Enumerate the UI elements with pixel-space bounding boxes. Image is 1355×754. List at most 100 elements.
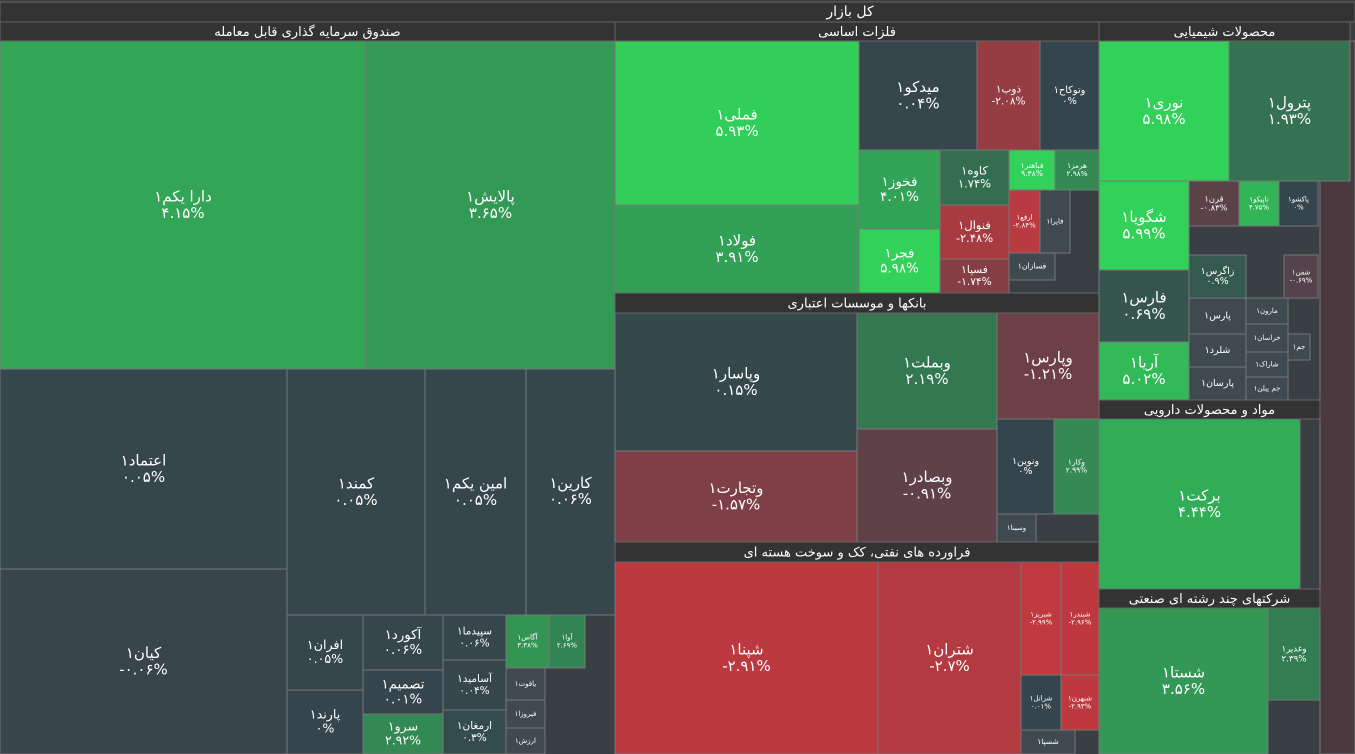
tile-change: ۵.۰۲% bbox=[1122, 370, 1165, 388]
tile-name: پارس۱ bbox=[1204, 311, 1231, 322]
tile-change: -۰.۸۳% bbox=[1201, 203, 1228, 213]
tile-change: ۵.۹۸% bbox=[880, 260, 919, 276]
tile-name: شبهرن۱ bbox=[1068, 695, 1092, 703]
tile bbox=[525, 368, 616, 616]
tile bbox=[1020, 561, 1062, 676]
tile bbox=[1283, 254, 1319, 299]
tile bbox=[365, 40, 616, 370]
tile-name: خراسان۱ bbox=[1253, 334, 1280, 342]
tile bbox=[286, 368, 426, 616]
tile-change: ۵.۹۳% bbox=[715, 122, 758, 140]
tile-change: ۰.۰۴% bbox=[896, 94, 939, 112]
tile-change: -۲.۰۸% bbox=[991, 95, 1025, 107]
tile bbox=[614, 204, 860, 294]
sector-header: صندوق سرمایه گذاری قابل معامله bbox=[214, 24, 400, 40]
tile-name: وغدیر۱ bbox=[1281, 645, 1306, 655]
tile-change: ۴.۷۵% bbox=[1249, 203, 1270, 211]
tile-name: ارمغان۱ bbox=[457, 720, 492, 732]
tile-change: -۱.۷۴% bbox=[957, 275, 991, 288]
tile-name: آسامید۱ bbox=[457, 672, 493, 685]
tile-name: فجر۱ bbox=[885, 246, 915, 262]
tile-change: ۰.۰۴% bbox=[459, 685, 489, 697]
tile-change: -۲.۸۴% bbox=[1013, 221, 1036, 229]
tile bbox=[856, 312, 998, 430]
tile-change: ۳.۶۵% bbox=[469, 204, 512, 222]
tile-change: ۳.۵۶% bbox=[1162, 680, 1205, 698]
tile-change: ۲.۶۹% bbox=[557, 641, 578, 649]
tile-change: ۲.۹۸% bbox=[1066, 169, 1087, 178]
tile-name: پالایش۱ bbox=[466, 187, 515, 206]
tile-name: وبصادر۱ bbox=[902, 468, 953, 486]
tile bbox=[1060, 674, 1100, 731]
tile-name: فارس۱ bbox=[1121, 288, 1166, 306]
tile-name: وپاسار۱ bbox=[712, 364, 760, 383]
tile-name: ارفع۱ bbox=[1016, 214, 1032, 222]
tile bbox=[1228, 40, 1351, 182]
tile-change: ۴.۴۴% bbox=[1178, 503, 1221, 521]
tile-name: شرانل۱ bbox=[1030, 695, 1053, 703]
tile-change: ۳.۹۱% bbox=[715, 248, 758, 266]
tile-name: کاوه۱ bbox=[961, 164, 988, 179]
tile-name: فولاد۱ bbox=[718, 231, 756, 249]
tile-name: شبریز۱ bbox=[1030, 611, 1052, 619]
tile-name: زاگرس۱ bbox=[1201, 265, 1235, 277]
tile bbox=[362, 713, 444, 754]
tile bbox=[1287, 333, 1311, 361]
sector-header-bg bbox=[1098, 21, 1351, 42]
tile-change: -۲.۴۸% bbox=[956, 231, 993, 245]
sector-header: محصولات شیمیایی bbox=[1174, 25, 1276, 40]
tile-name: شستا۱ bbox=[1162, 663, 1205, 681]
tile bbox=[1053, 418, 1100, 515]
tile bbox=[858, 149, 941, 230]
tile-name: آوا۱ bbox=[561, 633, 573, 642]
tile-name: مارون۱ bbox=[1256, 307, 1278, 315]
tile-name: فسازان۱ bbox=[1018, 262, 1047, 271]
tile-name: آگاس۱ bbox=[517, 632, 538, 642]
tile bbox=[614, 450, 858, 543]
tile-change: -۲.۹۱% bbox=[722, 657, 771, 675]
tile bbox=[1188, 333, 1247, 368]
tile-name: جم۱ bbox=[1293, 343, 1306, 351]
tile-change: -۲.۹۹% bbox=[1030, 618, 1053, 626]
tile bbox=[1054, 149, 1100, 191]
tile bbox=[0, 568, 288, 754]
tile-name: شسپا۱ bbox=[1037, 737, 1059, 746]
tile-name: شتران۱ bbox=[925, 640, 974, 658]
tile bbox=[0, 40, 367, 370]
tile-change: ۰.۰۶% bbox=[459, 637, 489, 649]
tile-change: ۰.۰۶% bbox=[549, 491, 592, 508]
tile-change: ۲.۹۲% bbox=[385, 732, 421, 747]
title-bar bbox=[0, 1, 1355, 23]
tile-change: ۴.۱۵% bbox=[161, 204, 204, 222]
tile-name: سپیدما۱ bbox=[457, 626, 492, 638]
tile-change: ۵.۹۹% bbox=[1122, 224, 1165, 242]
tile-name: کارین۱ bbox=[549, 475, 592, 492]
tile bbox=[856, 428, 998, 543]
tile-name: فباهنر۱ bbox=[1020, 161, 1043, 170]
tile bbox=[1098, 40, 1230, 182]
tile-name: تصمیم۱ bbox=[381, 678, 424, 693]
tile-name: فسپا۱ bbox=[961, 263, 988, 276]
sector-header: شرکتهای چند رشته ای صنعتی bbox=[1129, 592, 1290, 607]
tile-name: پارسان۱ bbox=[1201, 378, 1234, 389]
tile-change: ۲.۹۹% bbox=[1066, 466, 1088, 475]
tile-name: سرو۱ bbox=[388, 719, 418, 735]
tile-change: -۲.۹۶% bbox=[1069, 618, 1092, 626]
tile bbox=[1267, 607, 1321, 701]
tile-name: کمند۱ bbox=[338, 474, 375, 492]
tile-change: ۰.۰۶% bbox=[384, 643, 422, 658]
tile bbox=[1008, 189, 1041, 254]
tile-name: شبندر۱ bbox=[1070, 611, 1091, 619]
tile-name: فملی۱ bbox=[716, 105, 757, 123]
tile-change: ۰.۰۵% bbox=[334, 491, 377, 509]
sector-header: فراورده های نفتی، کک و سوخت هسته ای bbox=[744, 546, 971, 561]
sector-header-bg bbox=[1098, 399, 1321, 420]
tile-change: -۲.۷% bbox=[929, 657, 970, 675]
tile-change: ۰.۰۵% bbox=[307, 651, 343, 666]
tile-change: ۰.۳% bbox=[462, 732, 487, 744]
tile-name: آکورد۱ bbox=[385, 626, 423, 643]
tile-name: دارا یکم۱ bbox=[154, 187, 212, 205]
tile bbox=[505, 727, 546, 754]
tile bbox=[0, 368, 288, 570]
tile-change: ۰% bbox=[1293, 203, 1304, 211]
